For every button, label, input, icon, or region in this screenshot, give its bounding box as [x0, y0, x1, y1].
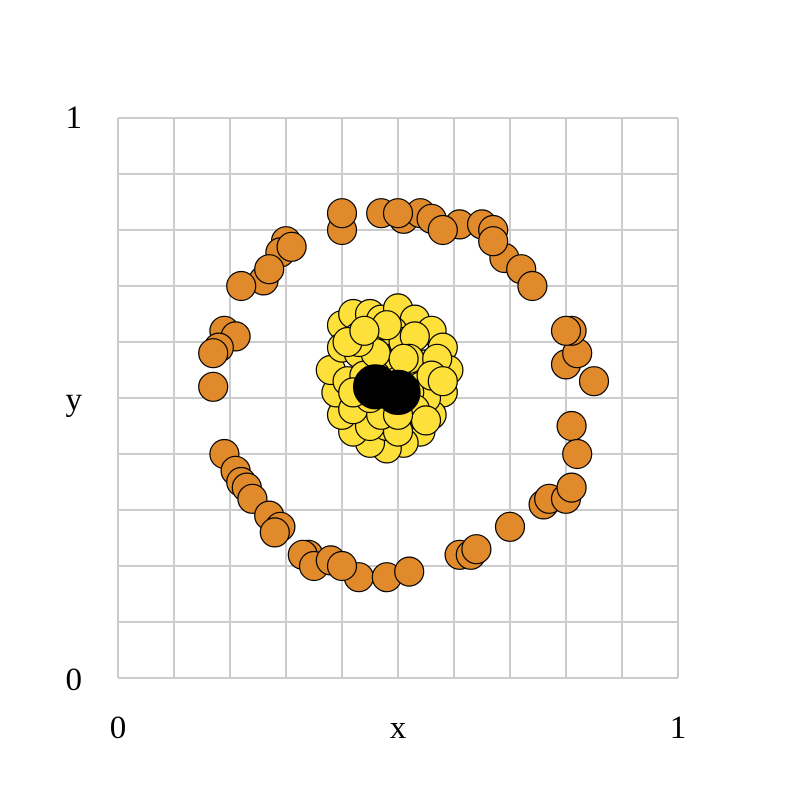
ring-point — [394, 556, 425, 587]
core-point — [388, 343, 419, 374]
center-point — [375, 369, 421, 415]
core-point — [349, 315, 380, 346]
ring-point — [562, 438, 593, 470]
ring-point — [478, 226, 509, 257]
core-point — [427, 366, 458, 397]
ring-point — [494, 511, 526, 542]
ring-point — [382, 198, 414, 229]
ring-point — [517, 270, 548, 302]
ring-point — [550, 315, 582, 346]
x-axis-label: x — [390, 710, 407, 746]
ring-point — [461, 534, 492, 565]
y-axis-label: y — [66, 382, 83, 418]
ring-point — [276, 231, 307, 262]
x-tick-max: 1 — [670, 710, 687, 746]
ring-point — [578, 366, 610, 397]
ring-point — [326, 550, 358, 582]
ring-point — [556, 472, 587, 503]
ring-point — [326, 198, 358, 229]
ring-point — [259, 517, 290, 548]
ring-point — [556, 410, 587, 442]
ring-point — [198, 338, 229, 369]
ring-point — [254, 254, 285, 285]
y-tick-max: 1 — [66, 100, 83, 136]
x-tick-min: 0 — [110, 710, 127, 746]
ring-point — [226, 270, 257, 302]
y-tick-min: 0 — [66, 662, 83, 698]
core-point — [410, 405, 442, 436]
ring-point — [427, 214, 458, 246]
ring-point — [198, 371, 229, 402]
data-points — [198, 198, 610, 593]
